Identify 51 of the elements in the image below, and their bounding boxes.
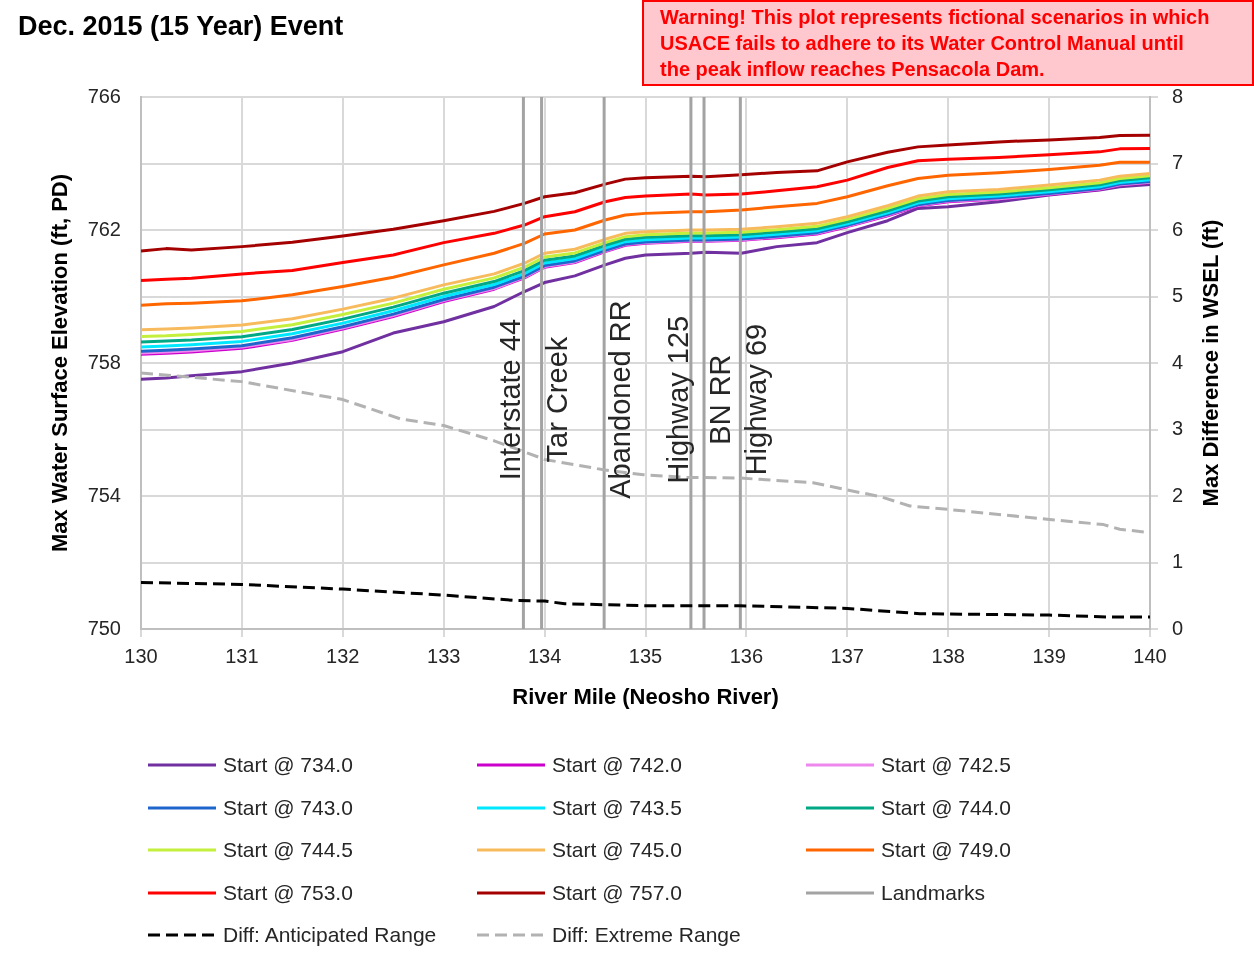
x-tick-label: 140 <box>1133 644 1167 667</box>
annotation: Highway 69 <box>739 323 772 476</box>
y2-tick-label: 7 <box>1172 151 1184 174</box>
annotation: Abandoned RR <box>603 300 636 499</box>
y-tick-label: 754 <box>87 483 121 506</box>
y2-tick-label: 0 <box>1172 616 1184 639</box>
legend-label: Diff: Extreme Range <box>552 923 741 947</box>
annotation: Interstate 44 <box>494 318 527 481</box>
y2-tick-label: 5 <box>1172 284 1184 307</box>
y2-tick-label: 2 <box>1172 483 1184 506</box>
legend-label: Start @ 744.5 <box>223 838 353 862</box>
x-tick-label: 136 <box>729 644 764 667</box>
legend-label: Start @ 749.0 <box>881 838 1011 862</box>
x-tick-label: 139 <box>1032 644 1066 667</box>
x-tick-label: 130 <box>124 644 158 667</box>
y-tick-label: 762 <box>87 217 121 240</box>
annotation: BN RR <box>703 354 736 445</box>
legend-label: Start @ 745.0 <box>552 838 682 862</box>
x-tick-label: 138 <box>931 644 965 667</box>
annotation: Highway 125 <box>661 315 694 484</box>
annotation: Tar Creek <box>541 336 574 463</box>
y2-tick-label: 4 <box>1172 350 1184 373</box>
x-tick-label: 133 <box>427 644 461 667</box>
legend-label: Start @ 734.0 <box>223 753 353 777</box>
legend-label: Start @ 742.5 <box>881 753 1011 777</box>
x-tick-label: 137 <box>830 644 864 667</box>
x-axis-title: River Mile (Neosho River) <box>512 684 779 710</box>
legend-label: Landmarks <box>881 880 985 905</box>
legend-label: Start @ 744.0 <box>881 795 1011 820</box>
y2-tick-label: 1 <box>1172 550 1184 573</box>
y-tick-label: 758 <box>87 350 121 373</box>
legend-label: Start @ 742.0 <box>552 753 682 777</box>
y2-axis-title: Max Difference in WSEL (ft) <box>1198 219 1224 507</box>
x-tick-label: 135 <box>628 644 663 667</box>
x-tick-label: 132 <box>326 644 360 667</box>
legend-label: Diff: Anticipated Range <box>223 923 437 947</box>
x-tick-label: 134 <box>527 644 562 667</box>
legend-label: Start @ 743.5 <box>552 795 682 820</box>
y2-tick-label: 6 <box>1172 217 1184 240</box>
y-axis-title: Max Water Surface Elevation (ft, PD) <box>47 173 73 553</box>
line-series <box>141 580 1150 619</box>
chart-title: Dec. 2015 (15 Year) Event <box>18 11 344 42</box>
legend-label: Start @ 743.0 <box>223 795 353 820</box>
x-tick-label: 131 <box>225 644 259 667</box>
y-tick-label: 750 <box>87 616 121 639</box>
text: Warning! This plot represents fictional scenarios in which USACE fails to adhere to its Water Control Manual until the peak inflow reaches Pensacola Dam. <box>642 0 1254 86</box>
legend-label: Start @ 757.0 <box>552 880 682 905</box>
legend-label: Start @ 753.0 <box>223 880 353 905</box>
y2-tick-label: 8 <box>1172 84 1184 107</box>
y2-tick-label: 3 <box>1172 417 1184 440</box>
y-tick-label: 766 <box>87 84 121 107</box>
